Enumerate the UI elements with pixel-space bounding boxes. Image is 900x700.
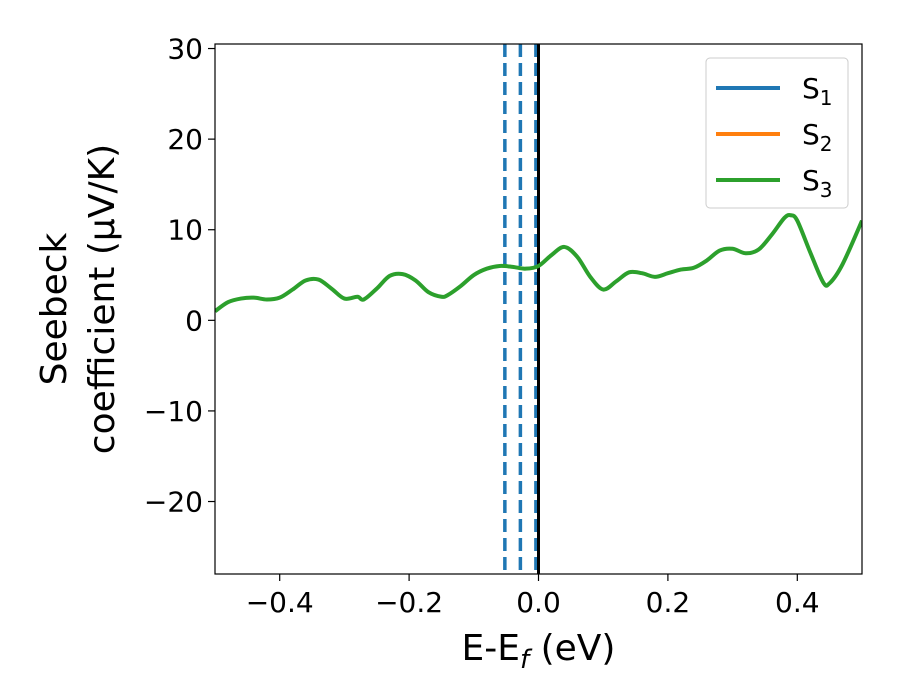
y-tick-label: 20 bbox=[167, 123, 203, 156]
y-axis-ticks: −20 −10 0 10 20 30 bbox=[144, 33, 215, 519]
legend-label-2: S2 bbox=[802, 118, 833, 156]
y-tick-label: 10 bbox=[167, 214, 203, 247]
y-tick-label: 0 bbox=[185, 304, 203, 337]
legend: S1 S2 S3 bbox=[705, 57, 849, 209]
x-axis-label-main: E-E bbox=[462, 628, 520, 669]
legend-label-1: S1 bbox=[802, 72, 833, 110]
y-tick-label: 30 bbox=[167, 33, 203, 66]
y-tick-label: −10 bbox=[144, 395, 203, 428]
x-tick-label: 0.0 bbox=[516, 586, 561, 619]
y-axis-label-line2: coefficient (μV/K) bbox=[82, 144, 123, 454]
x-tick-label: 0.2 bbox=[646, 586, 691, 619]
x-tick-label: 0.4 bbox=[775, 586, 820, 619]
plot-area bbox=[215, 44, 862, 574]
x-axis-ticks: −0.4 −0.2 0.0 0.2 0.4 bbox=[246, 574, 820, 619]
series-line-3 bbox=[215, 212, 862, 313]
y-tick-label: −20 bbox=[144, 486, 203, 519]
x-axis-label-unit: (eV) bbox=[529, 628, 615, 669]
x-tick-label: −0.2 bbox=[375, 586, 443, 619]
y-axis-label-line1: Seebeck bbox=[34, 232, 75, 385]
legend-label-3: S3 bbox=[802, 164, 833, 202]
x-axis-label: E-Ef (eV) bbox=[462, 628, 616, 675]
x-tick-label: −0.4 bbox=[246, 586, 314, 619]
